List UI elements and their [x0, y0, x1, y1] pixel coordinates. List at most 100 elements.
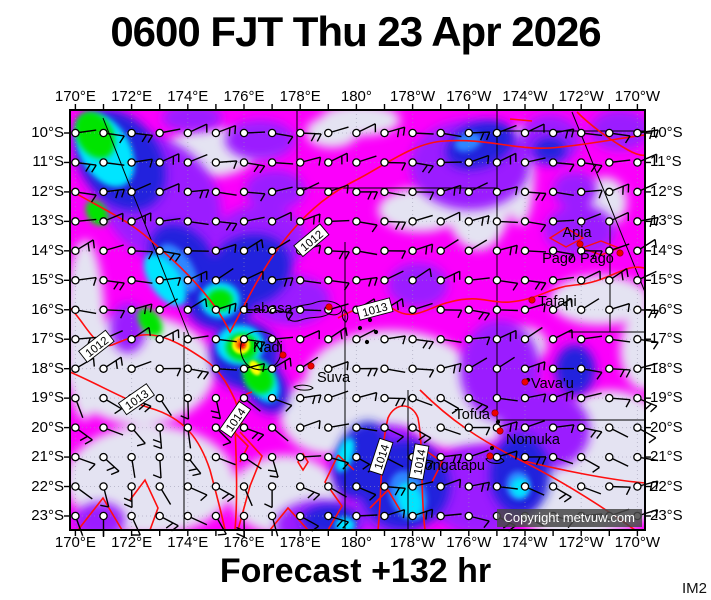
lat-label-right: 15°S: [650, 271, 683, 289]
wind-barb: [127, 452, 136, 478]
wind-barb: [605, 211, 629, 226]
wind-barb: [127, 212, 152, 226]
wind-barb: [183, 187, 210, 199]
city-marker: Nomuka: [496, 427, 561, 448]
forecast-hour-label: Forecast +132 hr: [219, 552, 492, 590]
lat-label-right: 13°S: [650, 212, 683, 230]
wind-barb: [352, 391, 378, 403]
wind-barb: [183, 482, 208, 502]
wind-barb: [380, 482, 407, 497]
wind-barb: [211, 423, 232, 446]
lon-label-top: 176°W: [446, 88, 492, 105]
wind-barb: [464, 357, 488, 373]
wind-barb: [183, 246, 209, 256]
lat-label-right: 14°S: [650, 241, 683, 259]
lat-label-left: 19°S: [31, 389, 64, 407]
wind-barb: [155, 217, 181, 226]
wind-barb: [183, 452, 202, 477]
wind-barb: [71, 305, 97, 315]
wind-barb: [352, 187, 379, 200]
wind-barb: [408, 187, 435, 201]
wind-barb: [211, 511, 227, 536]
city-label: Pago Pago: [542, 251, 614, 267]
wind-barb: [408, 158, 434, 174]
wind-barb: [436, 239, 459, 256]
wind-barb: [492, 329, 517, 344]
city-label: Apia: [562, 225, 592, 241]
wind-barb: [267, 357, 292, 373]
wind-barb: [408, 243, 434, 256]
wind-barb: [99, 423, 124, 436]
wind-barb: [211, 217, 238, 232]
wind-barb-layer: [71, 123, 660, 538]
wind-barb: [295, 213, 321, 226]
city-marker: Tofua: [455, 407, 499, 423]
wind-barb: [605, 183, 630, 197]
city-label: Labasa: [245, 301, 294, 317]
wind-barb: [380, 217, 407, 231]
wind-barb: [127, 511, 141, 536]
city-marker: Apia: [562, 225, 592, 248]
wind-barb: [548, 217, 575, 226]
wind-barb: [520, 187, 547, 202]
wind-barb: [464, 511, 490, 529]
wind-barb: [548, 482, 572, 503]
wind-barb: [127, 303, 153, 315]
wind-barb: [324, 246, 350, 260]
wind-barb: [633, 393, 658, 413]
wind-barb: [211, 302, 237, 315]
wind-barb: [99, 452, 120, 476]
city-label: Nadi: [253, 340, 283, 356]
wind-barb: [633, 128, 659, 140]
wind-barb: [548, 390, 574, 403]
wind-barb: [267, 334, 294, 344]
wind-barb: [464, 423, 491, 436]
wind-barb: [99, 187, 125, 199]
wind-barb: [436, 452, 463, 464]
wind-barb: [408, 214, 433, 226]
lon-label-bottom: 172°W: [558, 534, 604, 551]
wind-barb: [239, 452, 262, 470]
isobar-value: 1014: [412, 448, 428, 476]
wind-barb: [576, 423, 603, 440]
lon-label-bottom: 178°W: [390, 534, 436, 551]
wind-barb: [211, 482, 235, 503]
lon-label-bottom: 180°: [340, 534, 372, 551]
wind-barb: [605, 268, 629, 285]
wind-barb: [211, 268, 234, 285]
wind-barb: [605, 452, 629, 467]
wind-barb: [239, 128, 266, 138]
wind-barb: [408, 268, 432, 285]
wind-barb: [576, 128, 603, 138]
lat-label-right: 18°S: [650, 359, 683, 377]
wind-barb: [267, 158, 294, 167]
wind-barb: [605, 364, 631, 378]
wind-barb: [464, 334, 491, 346]
wind-barb: [267, 186, 293, 197]
wind-barb: [633, 423, 657, 444]
wind-barb: [380, 509, 406, 521]
wind-barb: [155, 128, 181, 138]
wind-barb: [352, 511, 378, 521]
wind-barb: [633, 362, 658, 373]
lon-label-top: 178°W: [390, 88, 436, 105]
wind-barb: [492, 276, 519, 291]
wind-barb: [605, 423, 629, 438]
wind-barb: [324, 126, 349, 138]
wind-barb: [436, 270, 461, 285]
wind-barb: [408, 508, 434, 521]
wind-barb: [267, 128, 294, 144]
lat-label-right: 16°S: [650, 300, 683, 318]
wind-barb: [239, 305, 266, 315]
wind-barb: [127, 360, 152, 373]
wind-barb: [324, 326, 348, 344]
wind-barb: [633, 153, 658, 167]
wind-barb: [71, 239, 95, 256]
wind-barb: [267, 423, 289, 442]
wind-barb: [520, 420, 546, 432]
wind-barb: [548, 364, 575, 373]
lat-label-left: 11°S: [32, 153, 64, 171]
wind-barb: [380, 423, 404, 443]
city-marker: Tongatapu: [417, 452, 494, 474]
wind-barb: [576, 392, 602, 403]
